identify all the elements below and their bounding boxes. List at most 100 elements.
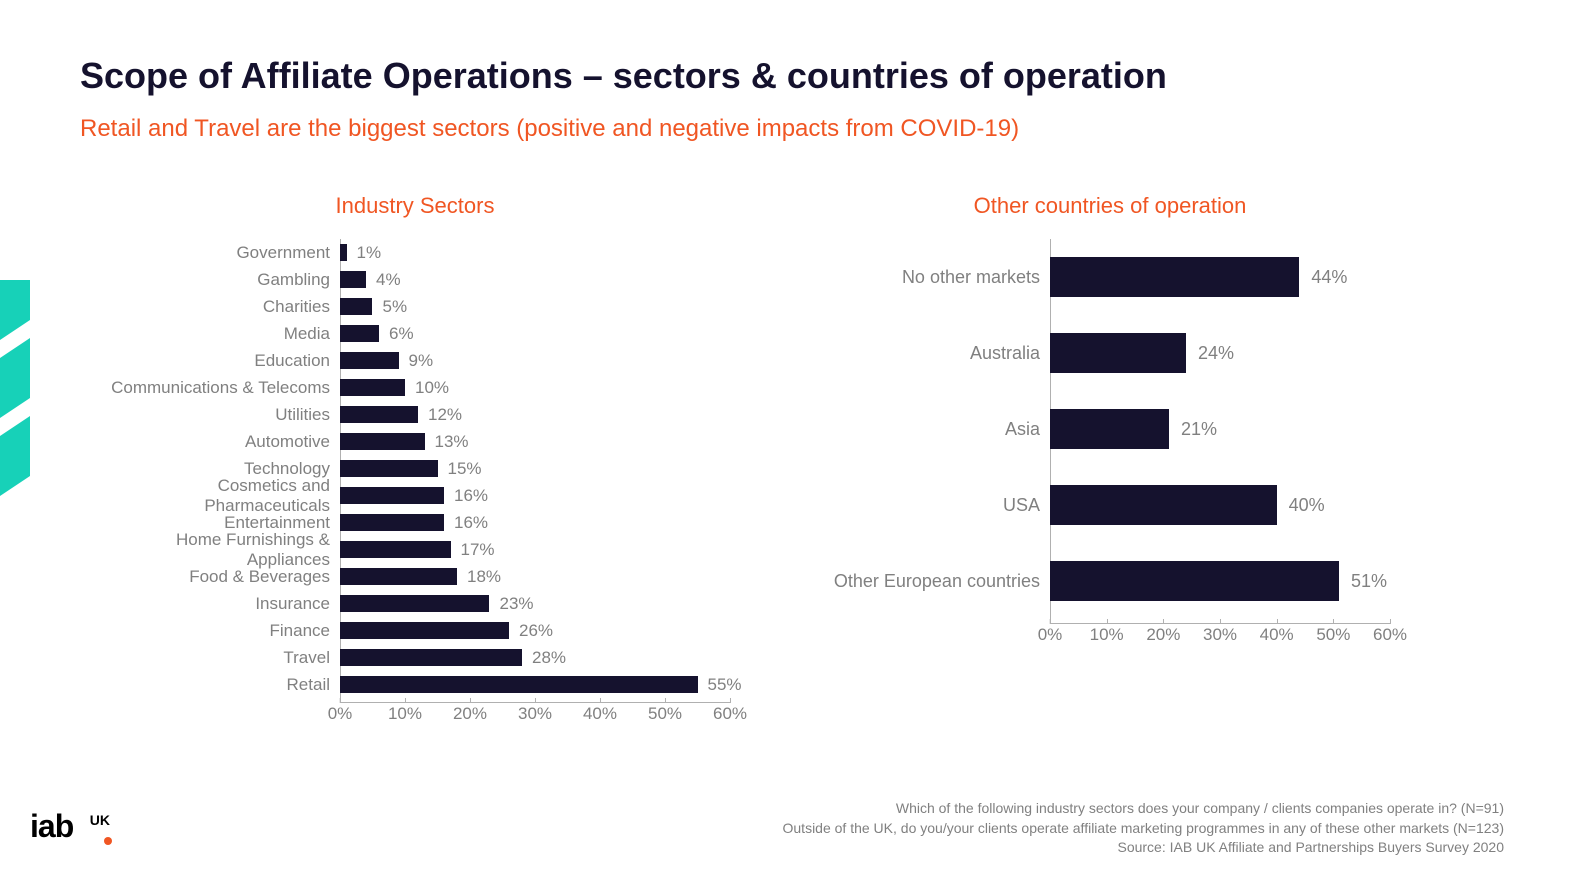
chart-industry-sectors: Industry Sectors Government1%Gambling4%C… [100,193,730,730]
hbar-value: 10% [415,378,449,398]
hbar-row: Finance26% [100,617,730,644]
hbar-label: Education [100,351,340,371]
hbar-value: 17% [461,540,495,560]
hbar-row: Food & Beverages18% [100,563,730,590]
hbar-bar [1050,409,1169,449]
hbar-row: No other markets 44% [830,239,1390,315]
hbar-label: Asia [830,419,1050,440]
hbar-track: 10% [340,374,730,401]
hbar-value: 24% [1198,343,1234,364]
x-tick: 10% [1090,619,1124,645]
x-tick: 10% [388,698,422,724]
hbar-row: Communications & Telecoms 10% [100,374,730,401]
hbar-track: 1% [340,239,730,266]
slide-container: Scope of Affiliate Operations – sectors … [0,0,1584,888]
x-tick: 40% [1260,619,1294,645]
footer-line-2: Outside of the UK, do you/your clients o… [783,819,1505,839]
hbar-track: 24% [1050,315,1390,391]
hbar-row: Education9% [100,347,730,374]
hbar-bar [340,271,366,288]
hbar-label: Cosmetics and Pharmaceuticals [100,476,340,516]
hbar-bar [340,460,438,477]
hbar-value: 18% [467,567,501,587]
x-axis-ticks: 0%10%20%30%40%50%60% [340,702,730,730]
footer-line-3: Source: IAB UK Affiliate and Partnership… [783,838,1505,858]
hbar-label: Other European countries [830,571,1050,592]
x-tick: 50% [648,698,682,724]
hbar-label: No other markets [830,267,1050,288]
hbar-bar [340,541,451,558]
hbar-value: 23% [499,594,533,614]
hbar-row: USA 40% [830,467,1390,543]
hbar-track: 13% [340,428,730,455]
hbar-bar [340,352,399,369]
hbar-value: 55% [708,675,742,695]
hbar-value: 16% [454,486,488,506]
x-tick: 0% [1038,619,1063,645]
hbar-label: Gambling [100,270,340,290]
hbar-label: Media [100,324,340,344]
iab-logo: iab UK [30,808,100,848]
hbar-track: 23% [340,590,730,617]
page-subtitle: Retail and Travel are the biggest sector… [80,115,1504,143]
x-tick: 20% [1146,619,1180,645]
hbar-label: Home Furnishings & Appliances [100,530,340,570]
hbar-row: Travel 28% [100,644,730,671]
hbar-track: 5% [340,293,730,320]
hbar-bar [340,244,347,261]
hbar-row: Automotive13% [100,428,730,455]
charts-row: Industry Sectors Government1%Gambling4%C… [80,193,1504,730]
hbar-label: Retail [100,675,340,695]
hbar-row: Charities5% [100,293,730,320]
hbar-row: Media 6% [100,320,730,347]
hbar-label: Government [100,243,340,263]
hbar-label: Travel [100,648,340,668]
hbar-label: Communications & Telecoms [100,378,340,398]
chart-countries: Other countries of operation No other ma… [830,193,1390,730]
hbar-value: 44% [1311,267,1347,288]
logo-suffix: UK [90,812,110,828]
hbar-value: 51% [1351,571,1387,592]
hbar-track: 15% [340,455,730,482]
chart-title-right: Other countries of operation [830,193,1390,219]
x-tick: 30% [1203,619,1237,645]
logo-dot-icon [104,837,112,845]
hbar-chart-right: No other markets 44% Australia24% Asia 21% US… [830,239,1390,651]
hbar-label: Utilities [100,405,340,425]
hbar-track: 51% [1050,543,1390,619]
hbar-track: 40% [1050,467,1390,543]
hbar-track: 55% [340,671,730,698]
x-tick: 50% [1316,619,1350,645]
page-title: Scope of Affiliate Operations – sectors … [80,55,1504,97]
x-axis-ticks: 0%10%20%30%40%50%60% [1050,623,1390,651]
hbar-bar [340,487,444,504]
chart-title-left: Industry Sectors [100,193,730,219]
hbar-label: Charities [100,297,340,317]
hbar-value: 6% [389,324,414,344]
hbar-label: Automotive [100,432,340,452]
footer-notes: Which of the following industry sectors … [783,799,1505,858]
hbar-track: 4% [340,266,730,293]
x-tick: 60% [713,698,747,724]
hbar-bar [340,595,489,612]
x-tick: 40% [583,698,617,724]
hbar-bar [340,325,379,342]
hbar-track: 12% [340,401,730,428]
hbar-row: Cosmetics and Pharmaceuticals16% [100,482,730,509]
hbar-value: 26% [519,621,553,641]
x-axis: 0%10%20%30%40%50%60% [830,623,1390,651]
x-tick: 20% [453,698,487,724]
hbar-bar [340,622,509,639]
hbar-value: 40% [1289,495,1325,516]
hbar-value: 21% [1181,419,1217,440]
hbar-track: 26% [340,617,730,644]
hbar-value: 1% [357,243,382,263]
hbar-bar [1050,561,1339,601]
hbar-label: USA [830,495,1050,516]
hbar-track: 16% [340,482,730,509]
x-tick: 60% [1373,619,1407,645]
hbar-track: 28% [340,644,730,671]
hbar-value: 28% [532,648,566,668]
hbar-row: Australia24% [830,315,1390,391]
hbar-bar [340,298,372,315]
